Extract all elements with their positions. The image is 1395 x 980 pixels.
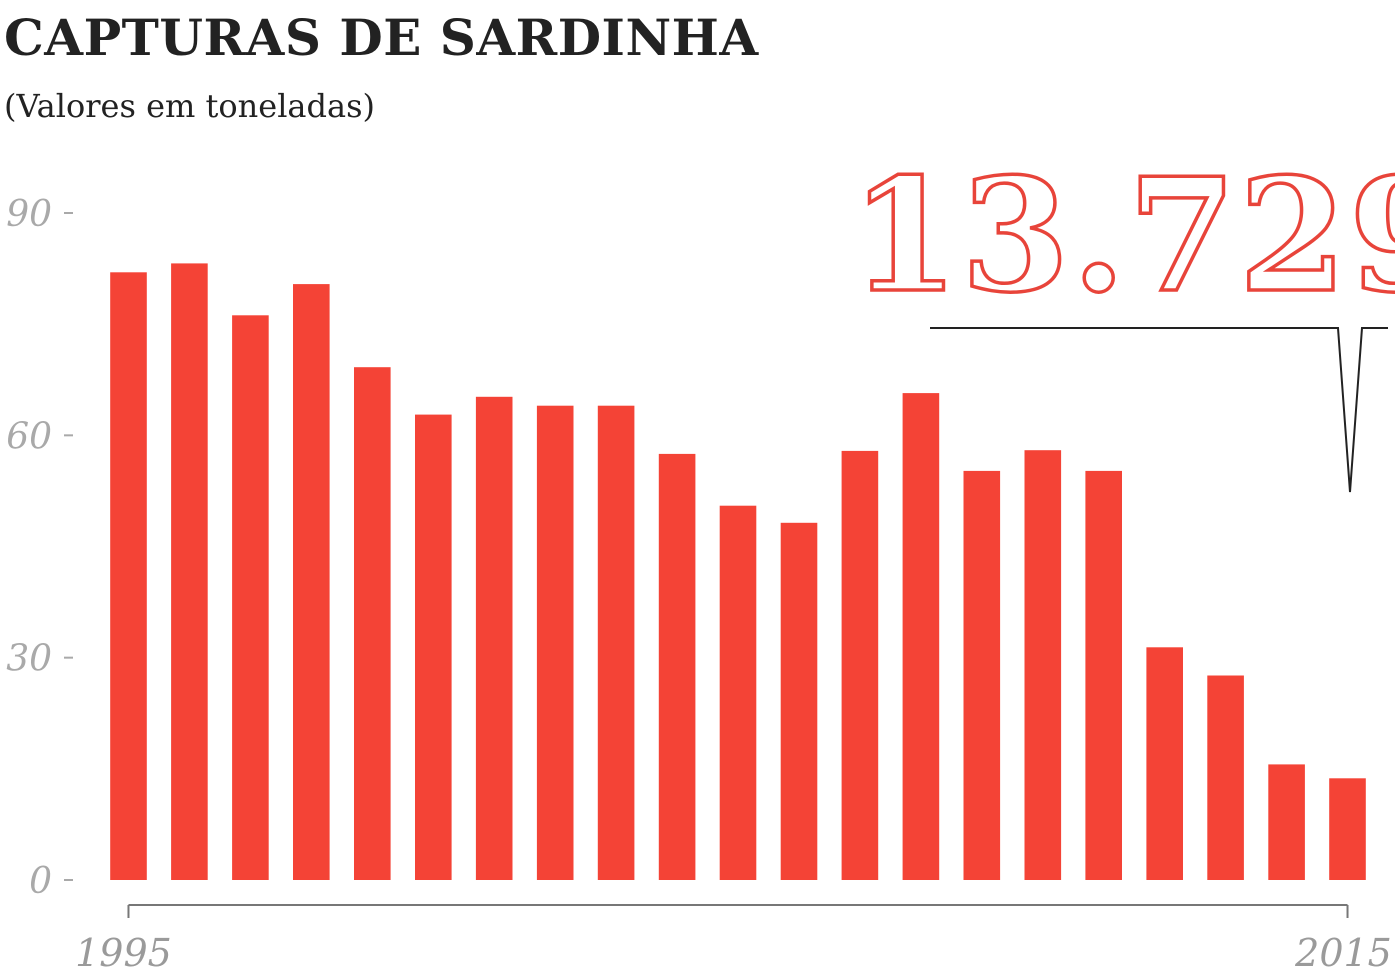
bar-2000: [415, 414, 452, 880]
bar-2005: [719, 505, 757, 880]
bar-2014: [1268, 764, 1305, 880]
bar-1998: [293, 284, 330, 881]
y-tick-label: 90: [6, 194, 52, 235]
bar-2003: [597, 405, 635, 880]
x-tick-label-start: 1995: [75, 931, 172, 975]
bar-1999: [354, 367, 391, 880]
x-tick-label-end: 2015: [1294, 931, 1392, 975]
bar-1995: [110, 272, 147, 880]
bar-2006: [780, 522, 818, 880]
y-tick-label: 0: [29, 861, 52, 902]
y-tick-label: 60: [6, 416, 52, 457]
bar-2011: [1085, 470, 1122, 880]
bars-group: [110, 263, 1366, 881]
bar-2008: [902, 393, 940, 880]
chart-subtitle: (Valores em toneladas): [4, 87, 375, 125]
chart-title: CAPTURAS DE SARDINHA: [4, 8, 759, 67]
bar-2002: [536, 405, 574, 880]
callout: 13.729: [849, 142, 1395, 493]
bar-2007: [841, 450, 879, 880]
bar-1996: [171, 263, 208, 880]
callout-pointer: [930, 327, 1388, 493]
y-tick-label: 30: [6, 639, 52, 680]
bar-2001: [475, 396, 513, 880]
bar-2004: [658, 453, 696, 880]
bar-2010: [1024, 450, 1062, 880]
bar-2013: [1207, 675, 1244, 880]
bar-2015: [1329, 778, 1366, 880]
bar-2012: [1146, 647, 1183, 880]
x-axis: 1995 2015: [75, 904, 1392, 975]
bar-2009: [963, 470, 1001, 880]
callout-value: 13.729: [850, 144, 1395, 327]
y-axis: 0 30 60 90: [6, 194, 73, 902]
bar-1997: [232, 315, 269, 880]
